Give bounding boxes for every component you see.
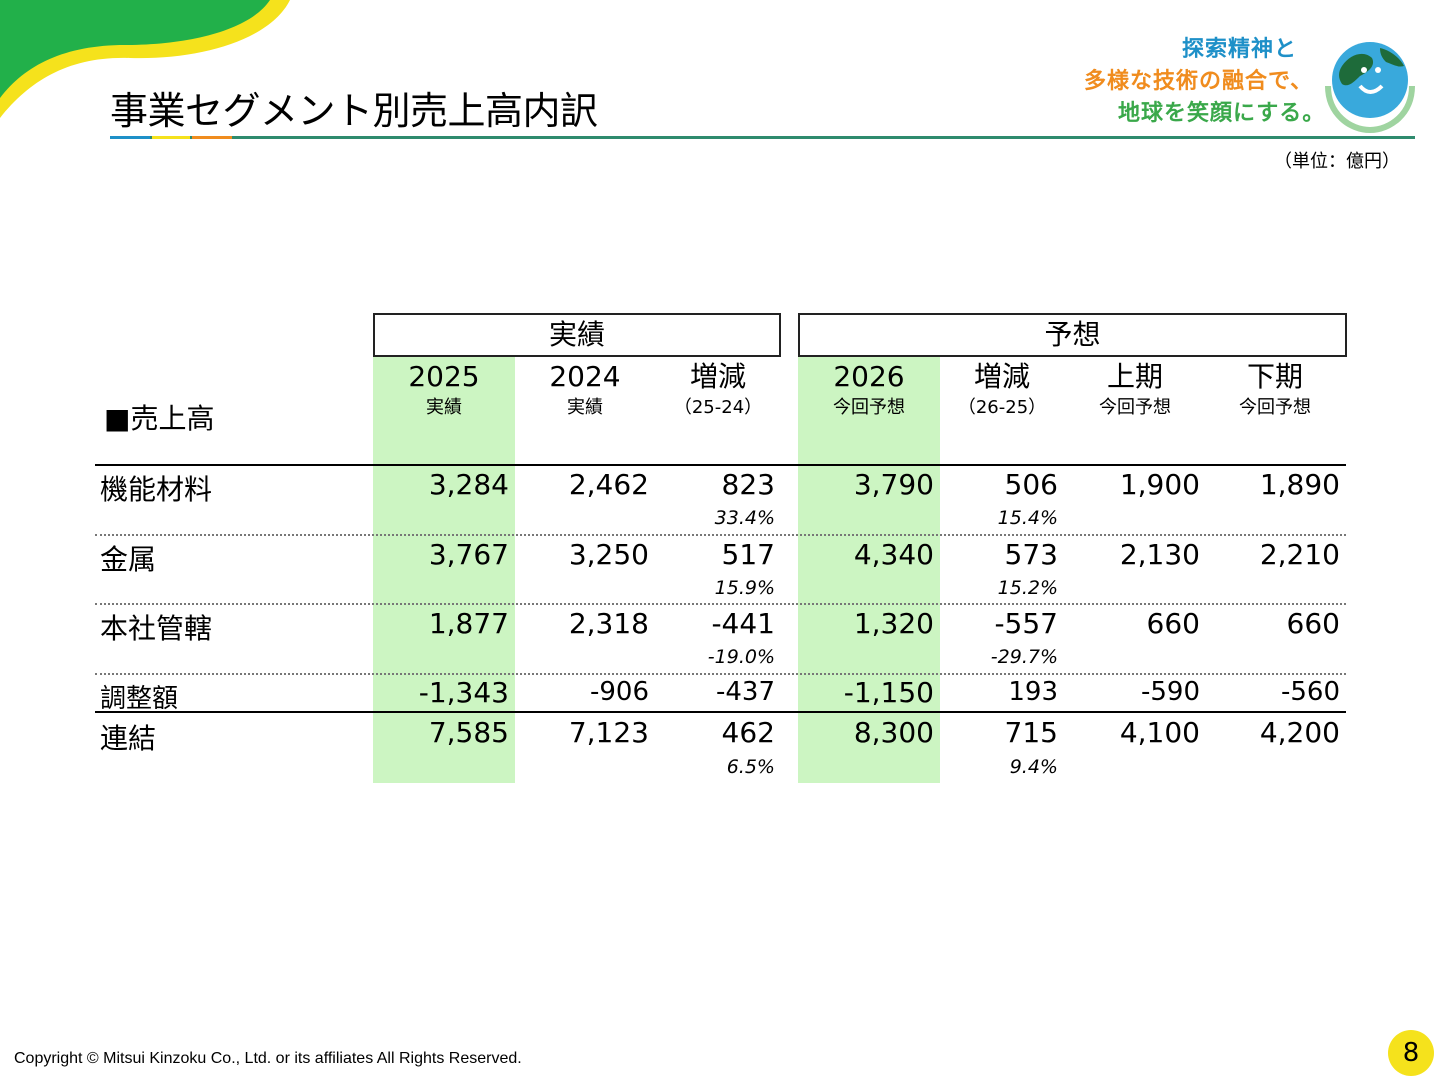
table-cell: 7,585 — [428, 716, 509, 749]
row-divider — [95, 603, 1346, 605]
table-cell: 4,100 — [1119, 716, 1200, 749]
column-header: 上期 今回予想 — [1068, 360, 1202, 422]
group-header-forecast: 予想 — [798, 313, 1347, 357]
section-label: ■売上高 — [104, 402, 215, 435]
column-header-title: 2025 — [408, 360, 480, 393]
table-cell: -437 — [715, 677, 775, 707]
column-header: 2026 今回予想 — [798, 360, 940, 422]
table-cell: 517 — [721, 538, 775, 571]
table-cell: 1,890 — [1259, 468, 1340, 501]
column-header-subtitle: 今回予想 — [833, 397, 905, 418]
table-cell: -590 — [1140, 677, 1200, 707]
column-header: 2024 実績 — [515, 360, 655, 422]
table-cell: 2,318 — [568, 607, 649, 640]
table-cell: 715 — [1004, 716, 1058, 749]
column-header-subtitle: 実績 — [426, 397, 462, 418]
table-cell: 1,877 — [428, 607, 509, 640]
table-cell: 7,123 — [568, 716, 649, 749]
column-header-title: 2026 — [833, 360, 905, 393]
table-cell: -1,343 — [418, 676, 509, 709]
table-top-rule — [95, 464, 1346, 466]
column-header-title: 下期 — [1246, 360, 1303, 393]
underline-accent-blue — [110, 136, 150, 139]
table-cell: 3,790 — [853, 468, 934, 501]
row-label: 本社管轄 — [100, 612, 213, 645]
slogan-line-2: 多様な技術の融合で、 — [1084, 69, 1314, 94]
row-divider — [95, 534, 1346, 536]
globe-hands-logo-icon — [1325, 42, 1415, 134]
column-header-subtitle: （26-25） — [957, 397, 1047, 418]
column-header-subtitle: 今回予想 — [1099, 397, 1171, 418]
table-cell: -906 — [589, 677, 649, 707]
row-label: 金属 — [100, 543, 157, 576]
table-cell: 1,320 — [853, 607, 934, 640]
column-header-title: 2024 — [549, 360, 621, 393]
percent-change: 6.5% — [726, 756, 775, 778]
table-cell: -441 — [711, 607, 775, 640]
slogan-line-1: 探索精神と — [1182, 37, 1298, 62]
title-underline — [110, 136, 1415, 139]
copyright-text: Copyright © Mitsui Kinzoku Co., Ltd. or … — [14, 1050, 522, 1067]
table-cell: 660 — [1286, 607, 1340, 640]
column-header-subtitle: 今回予想 — [1239, 397, 1311, 418]
column-header: 2025 実績 — [373, 360, 515, 422]
column-header-title: 上期 — [1106, 360, 1163, 393]
unit-label: （単位：億円） — [1274, 151, 1400, 172]
table-cell: 2,210 — [1259, 538, 1340, 571]
row-label: 調整額 — [100, 684, 179, 714]
percent-change: 15.9% — [714, 577, 775, 599]
table-cell: 193 — [1008, 677, 1058, 707]
table-cell: -1,150 — [843, 676, 934, 709]
slogan-line-3: 地球を笑顔にする。 — [1118, 101, 1326, 126]
column-header-subtitle: 実績 — [567, 397, 603, 418]
underline-accent-yellow — [152, 136, 190, 139]
group-header-actual: 実績 — [373, 313, 781, 357]
total-rule — [95, 711, 1346, 713]
table-cell: 1,900 — [1119, 468, 1200, 501]
row-label: 連結 — [100, 722, 157, 755]
table-cell: 3,250 — [568, 538, 649, 571]
row-label: 機能材料 — [100, 473, 213, 506]
row-divider — [95, 673, 1346, 675]
table-cell: 823 — [721, 468, 775, 501]
table-cell: 3,767 — [428, 538, 509, 571]
table-cell: 3,284 — [428, 468, 509, 501]
table-cell: 660 — [1146, 607, 1200, 640]
table-cell: -560 — [1280, 677, 1340, 707]
column-header-subtitle: （25-24） — [673, 397, 763, 418]
table-cell: 4,340 — [853, 538, 934, 571]
page-number-badge: 8 — [1388, 1030, 1434, 1076]
percent-change: -29.7% — [990, 646, 1058, 668]
table-cell: -557 — [994, 607, 1058, 640]
percent-change: -19.0% — [707, 646, 775, 668]
table-cell: 506 — [1004, 468, 1058, 501]
table-cell: 2,130 — [1119, 538, 1200, 571]
table-cell: 8,300 — [853, 716, 934, 749]
column-header: 増減 （26-25） — [940, 360, 1064, 422]
table-cell: 462 — [721, 716, 775, 749]
table-cell: 4,200 — [1259, 716, 1340, 749]
column-header-title: 増減 — [689, 360, 746, 393]
percent-change: 15.2% — [997, 577, 1058, 599]
percent-change: 15.4% — [997, 507, 1058, 529]
column-header: 増減 （25-24） — [655, 360, 781, 422]
column-header-title: 増減 — [973, 360, 1030, 393]
underline-accent-orange — [192, 136, 232, 139]
percent-change: 33.4% — [714, 507, 775, 529]
percent-change: 9.4% — [1009, 756, 1058, 778]
column-header: 下期 今回予想 — [1206, 360, 1344, 422]
corner-decoration — [0, 0, 290, 118]
table-cell: 2,462 — [568, 468, 649, 501]
page-title: 事業セグメント別売上高内訳 — [110, 89, 598, 133]
table-cell: 573 — [1004, 538, 1058, 571]
